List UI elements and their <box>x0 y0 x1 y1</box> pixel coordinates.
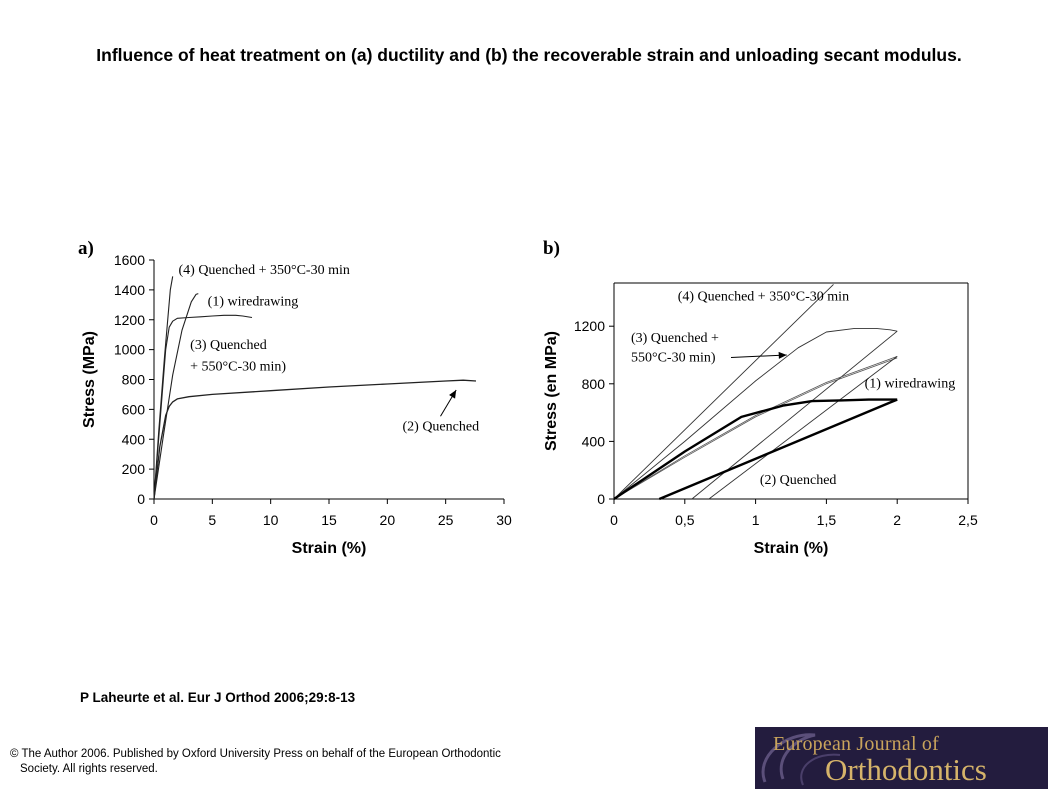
figure-title: Influence of heat treatment on (a) ducti… <box>96 45 962 65</box>
annotation-label: (4) Quenched + 350°C-30 min <box>678 289 849 304</box>
series-line <box>613 398 898 500</box>
series-line <box>153 379 477 500</box>
x-tick-label: 15 <box>321 512 337 528</box>
y-tick-label: 400 <box>122 431 146 447</box>
figure-charts: a)0 5 10 15 20 25 3002004006008001000120014001… <box>78 238 978 557</box>
y-tick-label: 800 <box>582 376 606 392</box>
y-tick-label: 1400 <box>114 282 145 298</box>
series-line <box>708 356 898 500</box>
annotation-label: (3) Quenched + <box>631 331 719 346</box>
panel-label: a) <box>78 238 94 259</box>
annotation-arrowhead <box>449 389 457 399</box>
series-line <box>613 284 834 500</box>
copyright-notice: © The Author 2006. Published by Oxford U… <box>10 747 610 777</box>
chart-b: b) 0 0,5 1 1,5 2 2,5 0 400 800 1200 Strain (%) Stres… <box>543 238 978 557</box>
x-tick-label: 10 <box>263 512 279 528</box>
x-tick-label: 2 <box>893 512 901 528</box>
series-line <box>613 357 898 500</box>
series-line <box>153 293 199 500</box>
x-tick-label: 0 <box>610 512 618 528</box>
chart-a: a) 0 5 10 15 20 25 30 0 200 400 600 800 1000 1200 1400 1… <box>78 238 512 557</box>
y-tick-label: 1200 <box>114 312 145 328</box>
copyright-line-1: © The Author 2006. Published by Oxford U… <box>10 748 501 760</box>
y-axis-label: Stress (MPa) <box>81 331 98 428</box>
citation: P Laheurte et al. Eur J Orthod 2006;29:8… <box>80 690 356 705</box>
annotation-label: (1) wiredrawing <box>208 295 299 310</box>
x-tick-label: 1 <box>752 512 760 528</box>
annotation-arrow-line <box>730 354 787 358</box>
logo-text-line-1: European Journal of <box>773 733 939 755</box>
y-tick-label: 800 <box>122 372 146 388</box>
y-tick-label: 400 <box>582 433 606 449</box>
annotation-label: (1) wiredrawing <box>865 376 956 391</box>
y-axis-label: Stress (en MPa) <box>543 331 560 451</box>
x-tick-label: 1,5 <box>817 512 837 528</box>
y-tick-label: 1200 <box>574 318 605 334</box>
annotation-label: 550°C-30 min) <box>631 350 716 365</box>
series-line <box>613 356 898 500</box>
logo-text-line-2: Orthodontics <box>825 752 987 787</box>
annotation-label: (3) Quenched <box>190 338 267 353</box>
x-tick-label: 0 <box>150 512 158 528</box>
annotation-label: (2) Quenched <box>760 473 837 488</box>
panel-label: b) <box>543 238 560 259</box>
x-tick-label: 5 <box>208 512 216 528</box>
y-tick-label: 600 <box>122 401 146 417</box>
annotation-arrowhead <box>778 351 787 359</box>
x-tick-label: 20 <box>380 512 396 528</box>
series-line <box>153 314 253 500</box>
x-tick-label: 25 <box>438 512 454 528</box>
series-line <box>658 398 898 501</box>
annotation-label: (2) Quenched <box>403 419 480 434</box>
y-tick-label: 200 <box>122 461 146 477</box>
copyright-line-2: Society. All rights reserved. <box>20 763 158 775</box>
annotation-label: (4) Quenched + 350°C-30 min <box>179 263 350 278</box>
x-tick-label: 0,5 <box>675 512 695 528</box>
annotation-label: + 550°C-30 min) <box>190 360 286 375</box>
logo-swirl-icon <box>761 733 841 786</box>
journal-logo: European Journal of Orthodontics <box>755 727 1048 789</box>
x-tick-label: 2,5 <box>958 512 978 528</box>
x-tick-label: 30 <box>496 512 512 528</box>
y-tick-label: 0 <box>137 491 145 507</box>
x-axis-label: Strain (%) <box>754 540 829 557</box>
y-tick-label: 0 <box>597 491 605 507</box>
y-tick-label: 1000 <box>114 342 145 358</box>
series-line <box>613 327 898 500</box>
y-tick-label: 1600 <box>114 252 145 268</box>
x-axis-label: Strain (%) <box>292 540 367 557</box>
